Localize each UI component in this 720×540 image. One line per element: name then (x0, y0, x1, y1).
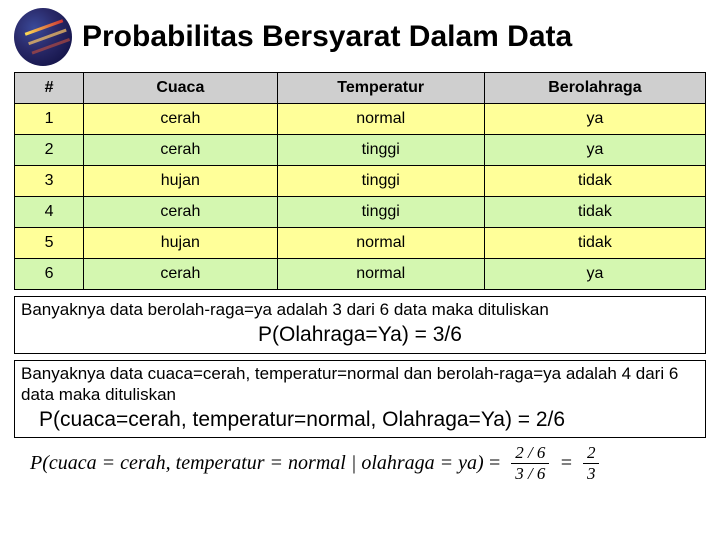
cell: ya (484, 259, 705, 290)
fraction-2: 2 3 (583, 444, 600, 483)
cell: tidak (484, 228, 705, 259)
cell: cerah (84, 197, 277, 228)
cell: tidak (484, 166, 705, 197)
note-text: Banyaknya data berolah-raga=ya adalah 3 … (21, 299, 699, 320)
cell: cerah (84, 104, 277, 135)
table-row: 6 cerah normal ya (15, 259, 706, 290)
cell: cerah (84, 135, 277, 166)
cell: ya (484, 135, 705, 166)
table-row: 2 cerah tinggi ya (15, 135, 706, 166)
col-header: Berolahraga (484, 73, 705, 104)
cell: tinggi (277, 135, 484, 166)
fraction-numerator: 2 (583, 444, 600, 464)
note-box-1: Banyaknya data berolah-raga=ya adalah 3 … (14, 296, 706, 354)
formula-lhs: P(cuaca = cerah, temperatur = normal | o… (30, 452, 484, 475)
note-formula: P(cuaca=cerah, temperatur=normal, Olahra… (21, 407, 699, 433)
cell: normal (277, 259, 484, 290)
cell: ya (484, 104, 705, 135)
conditional-probability-formula: P(cuaca = cerah, temperatur = normal | o… (14, 444, 706, 483)
logo-icon (14, 8, 72, 66)
cell: normal (277, 228, 484, 259)
page-title: Probabilitas Bersyarat Dalam Data (82, 20, 572, 54)
cell: tinggi (277, 197, 484, 228)
cell: cerah (84, 259, 277, 290)
table-row: 1 cerah normal ya (15, 104, 706, 135)
cell: 1 (15, 104, 84, 135)
cell: hujan (84, 228, 277, 259)
col-header: Temperatur (277, 73, 484, 104)
cell: tinggi (277, 166, 484, 197)
equals-sign: = (559, 452, 573, 475)
fraction-denominator: 3 (583, 464, 600, 483)
cell: tidak (484, 197, 705, 228)
table-row: 4 cerah tinggi tidak (15, 197, 706, 228)
fraction-denominator: 3 / 6 (511, 464, 549, 483)
col-header: Cuaca (84, 73, 277, 104)
cell: 2 (15, 135, 84, 166)
table-row: 3 hujan tinggi tidak (15, 166, 706, 197)
cell: normal (277, 104, 484, 135)
note-text: Banyaknya data cuaca=cerah, temperatur=n… (21, 363, 699, 406)
cell: 5 (15, 228, 84, 259)
data-table: # Cuaca Temperatur Berolahraga 1 cerah n… (14, 72, 706, 290)
slide: Probabilitas Bersyarat Dalam Data # Cuac… (0, 0, 720, 540)
cell: hujan (84, 166, 277, 197)
note-formula: P(Olahraga=Ya) = 3/6 (21, 322, 699, 348)
fraction-numerator: 2 / 6 (511, 444, 549, 464)
cell: 6 (15, 259, 84, 290)
header: Probabilitas Bersyarat Dalam Data (14, 8, 706, 66)
note-box-2: Banyaknya data cuaca=cerah, temperatur=n… (14, 360, 706, 439)
fraction-1: 2 / 6 3 / 6 (511, 444, 549, 483)
table-row: 5 hujan normal tidak (15, 228, 706, 259)
table-header-row: # Cuaca Temperatur Berolahraga (15, 73, 706, 104)
equals-sign: = (488, 452, 502, 475)
cell: 3 (15, 166, 84, 197)
cell: 4 (15, 197, 84, 228)
col-header: # (15, 73, 84, 104)
